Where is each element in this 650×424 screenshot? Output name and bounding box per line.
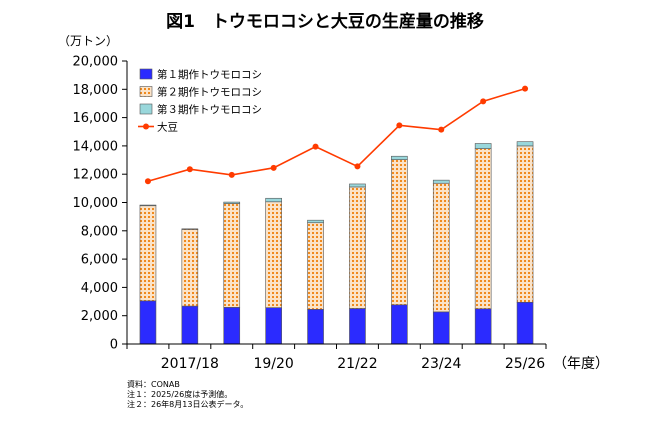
bar-segment-1 [474, 308, 492, 345]
bar-segment-3 [432, 179, 450, 184]
x-tick-label: 25/26 [505, 356, 545, 372]
bar-segment-2 [391, 159, 408, 306]
soybean-point [186, 166, 193, 173]
bar-segment-3 [181, 228, 199, 230]
x-tick-label: 2017/18 [161, 356, 219, 372]
legend-swatch [139, 86, 153, 97]
soybean-point [312, 143, 319, 150]
soybean-point [438, 126, 445, 133]
y-tick-label: 2,000 [81, 309, 118, 324]
x-tick-label: 19/20 [253, 356, 293, 372]
bar-segment-2 [139, 205, 157, 302]
y-axis: 0 2,000 4,000 6,000 8,000 10,000 12,000 14,000 1… [73, 55, 127, 353]
bar-segment-1 [181, 305, 199, 345]
y-tick-label: 4,000 [81, 281, 118, 296]
bar-segment-2 [516, 145, 534, 303]
bar-segment-3 [474, 143, 492, 149]
bar-segment-1 [139, 300, 157, 345]
bar-segment-3 [223, 201, 241, 204]
y-tick-label: 12,000 [73, 168, 119, 183]
bar-segment-2 [474, 148, 492, 310]
soybean-point [144, 178, 151, 185]
legend-marker [143, 123, 149, 130]
y-tick-label: 14,000 [73, 139, 119, 154]
bar-segment-3 [516, 141, 534, 147]
soybean-point [354, 163, 361, 170]
bar-segment-1 [307, 309, 324, 345]
bar-segment-2 [223, 203, 241, 308]
bar-segment-2 [432, 182, 450, 313]
legend-label: 大豆 [157, 121, 178, 134]
x-tick-label: 21/22 [337, 356, 377, 372]
chart-title: 図1 トウモロコシと大豆の生産量の推移 [166, 11, 484, 32]
y-axis-unit-label: （万トン） [58, 34, 118, 48]
bar-segment-2 [307, 222, 324, 310]
soybean-point [228, 171, 235, 178]
bar-segment-1 [432, 311, 450, 345]
soybean-point [522, 85, 529, 92]
bar-segment-1 [265, 307, 282, 345]
bar-segment-1 [223, 307, 241, 345]
bar-segment-1 [349, 308, 366, 345]
y-tick-label: 20,000 [73, 55, 119, 70]
y-tick-label: 6,000 [81, 253, 118, 268]
bar-segment-3 [139, 204, 157, 207]
bar-segment-3 [391, 155, 408, 160]
note-line: 資料：CONAB [127, 379, 180, 389]
bar-series [139, 141, 534, 345]
source-notes: 資料：CONAB注１：2025/26度は予測値。注２：26年8月13日公表データ… [127, 379, 248, 409]
bar-segment-2 [265, 201, 282, 308]
soybean-line [147, 87, 526, 183]
legend-label: 第３期作トウモロコシ [157, 103, 262, 116]
y-tick-label: 16,000 [73, 111, 119, 126]
note-line: 注２：26年8月13日公表データ。 [127, 399, 248, 409]
y-tick-label: 10,000 [73, 196, 119, 211]
legend-swatch [139, 103, 153, 115]
y-tick-label: 0 [110, 338, 118, 353]
y-tick-label: 18,000 [73, 83, 119, 98]
bar-segment-3 [349, 183, 366, 188]
bar-segment-2 [349, 186, 366, 309]
x-tick-label: 23/24 [421, 356, 461, 372]
bar-segment-1 [516, 301, 534, 345]
legend-label: 第２期作トウモロコシ [157, 86, 262, 99]
soybean-line-series [144, 85, 529, 185]
bar-segment-3 [265, 197, 282, 203]
soybean-point [480, 98, 487, 105]
soybean-point [270, 164, 277, 171]
bar-segment-1 [391, 304, 408, 345]
bar-segment-3 [307, 219, 324, 224]
y-tick-label: 8,000 [81, 224, 118, 239]
note-line: 注１：2025/26度は予測値。 [127, 389, 232, 399]
soybean-point [396, 122, 403, 129]
legend-swatch [139, 68, 153, 80]
legend-label: 第１期作トウモロコシ [157, 68, 262, 81]
x-axis-unit-label: （年度） [553, 356, 609, 372]
bar-segment-2 [181, 229, 199, 307]
x-axis: 2017/18 19/20 21/22 23/24 25/26 [126, 344, 547, 372]
